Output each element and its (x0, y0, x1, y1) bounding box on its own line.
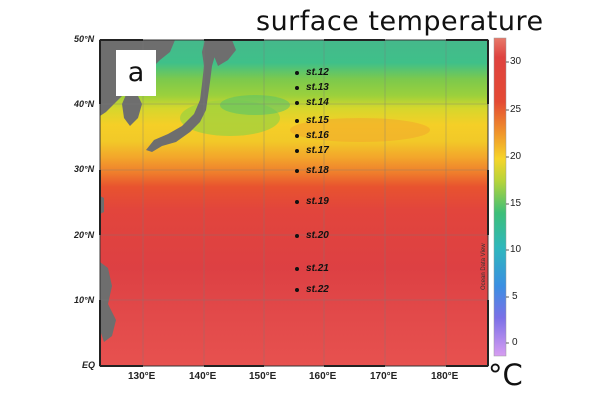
station-label: st.17 (306, 145, 329, 157)
station-marker (295, 118, 300, 123)
lat-label-10: 10°N (74, 295, 95, 305)
station-label: st.15 (306, 114, 329, 126)
station-marker (295, 101, 300, 106)
station-label: st.12 (306, 67, 329, 79)
colorbar-tick-5: 5 (512, 291, 518, 302)
land-japan (146, 40, 216, 152)
station-marker (295, 169, 300, 174)
station-label: st.22 (306, 284, 329, 296)
station-marker (295, 288, 300, 293)
colorbar-tick-0: 0 (512, 337, 518, 348)
lat-label-20: 20°N (74, 230, 95, 240)
station-label: st.13 (306, 82, 329, 94)
station-label: st.18 (306, 165, 329, 177)
lon-label-150: 150°E (249, 371, 277, 382)
panel-label: a (116, 50, 156, 96)
station-marker (295, 149, 300, 154)
lon-label-170: 170°E (370, 371, 398, 382)
colorbar-ticks (506, 61, 509, 344)
sst-field (100, 40, 488, 366)
land-philippines (100, 262, 116, 342)
figure-title: surface temperature (256, 6, 544, 37)
lat-label-eq: EQ (82, 360, 96, 370)
cool-patch-2 (220, 95, 290, 115)
credit-label: Ocean Data View (481, 243, 487, 290)
land-korea (122, 90, 142, 126)
station-label: st.16 (306, 129, 329, 141)
lon-label-140: 140°E (189, 371, 217, 382)
lon-label-160: 160°E (309, 371, 337, 382)
station-label: st.19 (306, 196, 329, 208)
lat-label-40: 40°N (74, 99, 95, 109)
station-marker (295, 200, 300, 205)
lon-label-130: 130°E (128, 371, 156, 382)
gridlines (100, 40, 488, 366)
land-hokkaido (214, 40, 236, 66)
lat-label-30: 30°N (74, 164, 95, 174)
station-marker (295, 86, 300, 91)
colorbar-tick-10: 10 (510, 244, 522, 255)
station-label: st.21 (306, 262, 329, 274)
frame-ticks (99, 39, 489, 367)
station-marker (295, 133, 300, 138)
colorbar-tick-20: 20 (510, 151, 522, 162)
unit-label: °C (488, 358, 523, 392)
lat-label-50: 50°N (74, 34, 95, 44)
colorbar-tick-30: 30 (510, 56, 522, 67)
station-label: st.20 (306, 230, 329, 242)
station-label: st.14 (306, 97, 329, 109)
lon-label-180: 180°E (431, 371, 459, 382)
station-marker (295, 71, 300, 76)
colorbar-tick-15: 15 (510, 198, 522, 209)
warm-patch (290, 118, 430, 142)
colorbar-tick-25: 25 (510, 104, 522, 115)
colorbar (493, 37, 507, 357)
station-marker (295, 234, 300, 239)
station-marker (295, 266, 300, 271)
